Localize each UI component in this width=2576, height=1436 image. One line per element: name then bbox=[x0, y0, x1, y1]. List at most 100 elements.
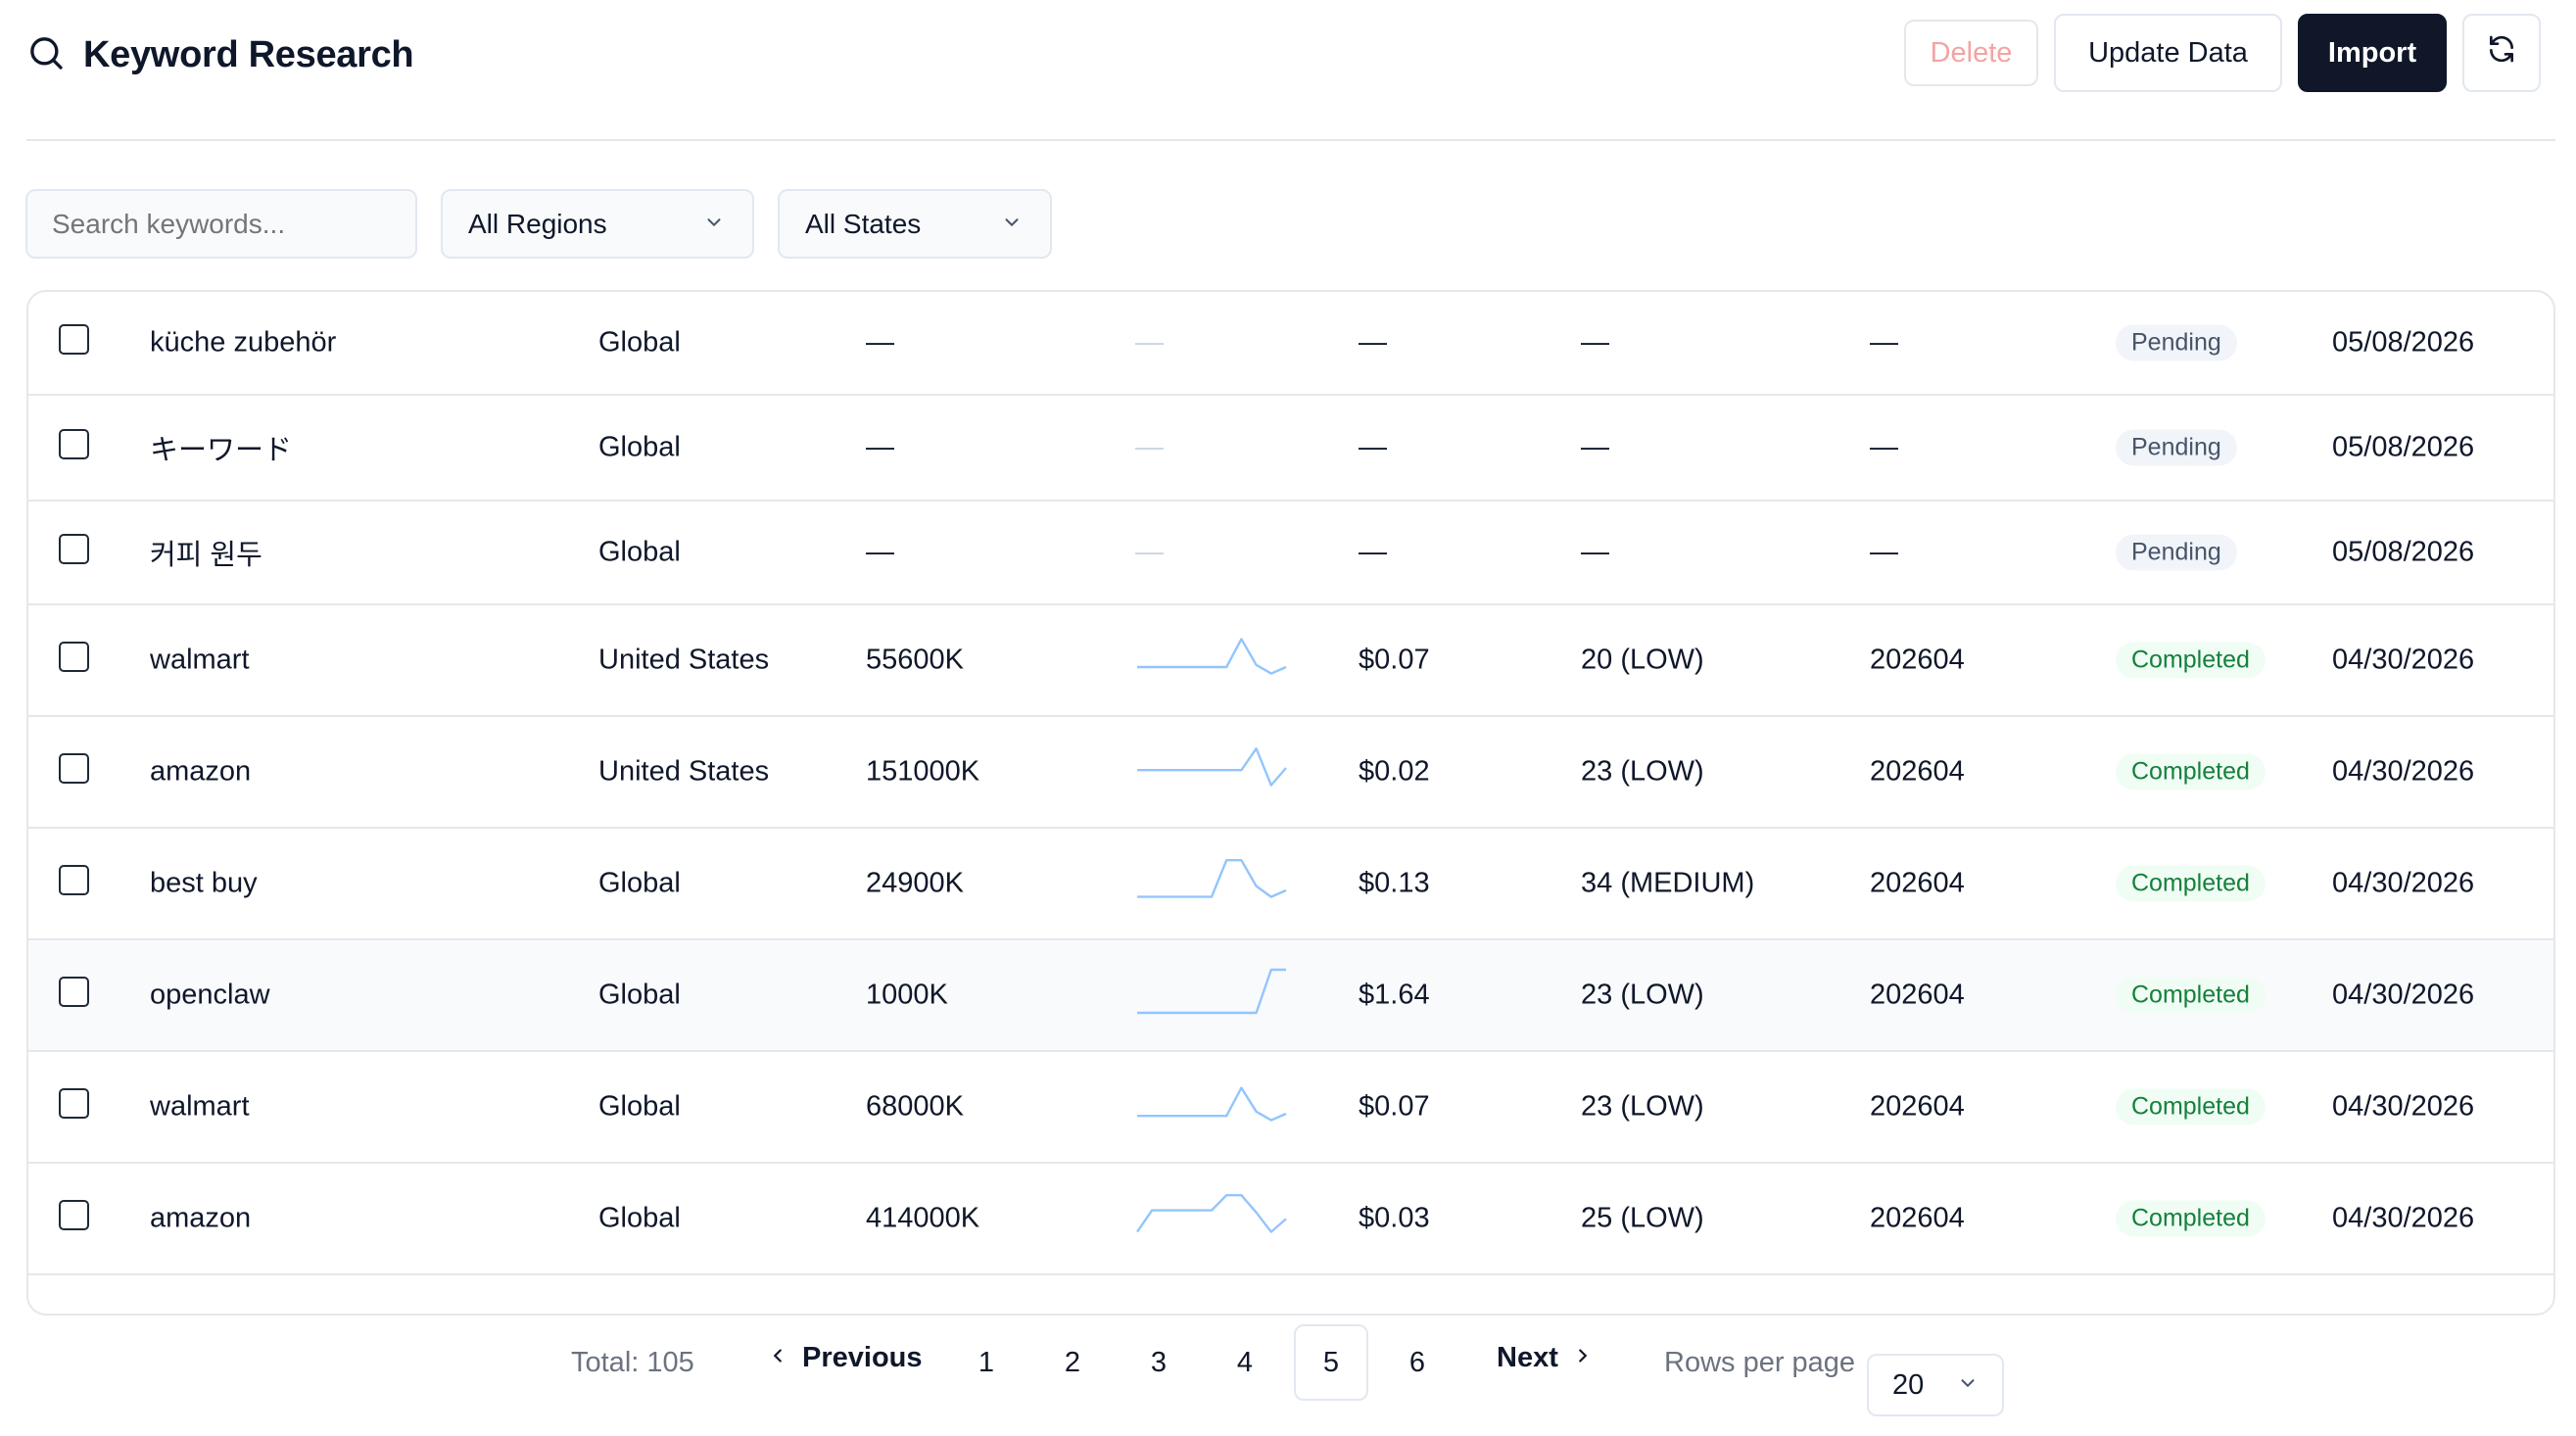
status-cell: Completed bbox=[2116, 1088, 2266, 1125]
page-button-3[interactable]: 3 bbox=[1150, 1346, 1168, 1378]
trend-cell bbox=[1135, 632, 1288, 689]
month-cell: 202604 bbox=[1870, 1090, 1965, 1123]
table-row[interactable]: walmart United States 55600K $0.07 20 (LOW) 2… bbox=[28, 605, 2553, 717]
row-checkbox[interactable] bbox=[59, 1088, 89, 1119]
row-checkbox[interactable] bbox=[59, 1200, 89, 1230]
previous-label: Previous bbox=[802, 1342, 923, 1373]
trend-line bbox=[1137, 1086, 1287, 1122]
table-row[interactable]: 커피 원두 Global — — — — 05/08/2026 — Pending bbox=[28, 502, 2553, 605]
row-checkbox[interactable] bbox=[59, 865, 89, 895]
search-icon bbox=[26, 33, 66, 77]
search-volume-cell: 1000K bbox=[866, 979, 948, 1011]
rows-per-page-select[interactable]: 20 bbox=[1867, 1354, 2004, 1416]
region-cell: Global bbox=[598, 1202, 681, 1234]
search-volume-cell: — bbox=[866, 326, 894, 359]
trend-cell: — bbox=[1135, 326, 1164, 359]
region-select[interactable]: All Regions bbox=[441, 189, 754, 259]
trend-sparkline bbox=[1136, 1193, 1287, 1233]
trend-cell bbox=[1135, 967, 1288, 1024]
page-header: Keyword Research bbox=[26, 24, 414, 86]
row-checkbox[interactable] bbox=[59, 429, 89, 459]
month-cell: — bbox=[1870, 431, 1898, 463]
page-button-2[interactable]: 2 bbox=[1064, 1346, 1081, 1378]
cpc-cell: — bbox=[1359, 326, 1387, 359]
search-volume-cell: 24900K bbox=[866, 867, 964, 899]
previous-page-button[interactable]: Previous bbox=[767, 1342, 923, 1374]
update-data-button[interactable]: Update Data bbox=[2054, 14, 2282, 92]
trend-cell: — bbox=[1135, 536, 1164, 568]
competition-cell: — bbox=[1581, 431, 1609, 463]
table-row[interactable]: amazon United States 151000K $0.02 23 (LOW) 2… bbox=[28, 717, 2553, 829]
next-page-button[interactable]: Next bbox=[1497, 1342, 1594, 1374]
competition-cell: 20 (LOW) bbox=[1581, 644, 1704, 676]
search-input[interactable] bbox=[25, 189, 417, 259]
row-checkbox[interactable] bbox=[59, 642, 89, 672]
trend-line bbox=[1137, 746, 1287, 787]
page-button-6[interactable]: 6 bbox=[1408, 1346, 1426, 1378]
trend-cell bbox=[1135, 1078, 1288, 1135]
chevron-right-icon bbox=[1572, 1342, 1594, 1374]
cpc-cell: $0.13 bbox=[1359, 867, 1430, 899]
status-badge: Pending bbox=[2116, 534, 2237, 571]
keyword-cell: walmart bbox=[150, 1090, 250, 1123]
month-cell: — bbox=[1870, 536, 1898, 568]
date-cell: 04/30/2026 bbox=[2332, 979, 2475, 1011]
page-button-1[interactable]: 1 bbox=[978, 1346, 995, 1378]
delete-button[interactable]: Delete bbox=[1904, 20, 2038, 86]
table-row[interactable]: キーワード Global — — — — 05/08/2026 — Pending bbox=[28, 396, 2553, 502]
month-cell: 202604 bbox=[1870, 644, 1965, 676]
search-volume-cell: 414000K bbox=[866, 1202, 980, 1234]
status-badge: Pending bbox=[2116, 429, 2237, 466]
table-row[interactable]: amazon Global 414000K $0.03 25 (LOW) 202604 04… bbox=[28, 1164, 2553, 1275]
trend-sparkline bbox=[1137, 746, 1287, 787]
keyword-cell: amazon bbox=[150, 755, 252, 788]
table-row[interactable]: best buy Global 24900K $0.13 34 (MEDIUM) 2026… bbox=[28, 829, 2553, 940]
refresh-button[interactable] bbox=[2462, 14, 2541, 92]
trend-cell bbox=[1135, 743, 1288, 800]
status-cell: Completed bbox=[2116, 865, 2266, 902]
chevron-down-icon bbox=[703, 209, 725, 240]
chevron-down-icon bbox=[1957, 1369, 1979, 1402]
page-button-4[interactable]: 4 bbox=[1236, 1346, 1254, 1378]
date-cell: 04/30/2026 bbox=[2332, 1202, 2475, 1234]
cpc-cell: $0.02 bbox=[1359, 755, 1430, 788]
month-cell: 202604 bbox=[1870, 979, 1965, 1011]
date-cell: 05/08/2026 bbox=[2332, 326, 2475, 359]
status-badge: Completed bbox=[2116, 753, 2266, 790]
date-cell: 05/08/2026 bbox=[2332, 431, 2475, 463]
trend-sparkline bbox=[1137, 968, 1286, 1015]
table-row[interactable]: walmart Global 68000K $0.07 23 (LOW) 202604 04… bbox=[28, 1052, 2553, 1164]
row-checkbox[interactable] bbox=[59, 977, 89, 1007]
table-row[interactable]: openclaw Global 1000K $1.64 23 (LOW) 202604 04… bbox=[28, 940, 2553, 1052]
status-cell: Pending bbox=[2116, 324, 2237, 361]
cpc-cell: — bbox=[1359, 431, 1387, 463]
date-cell: 04/30/2026 bbox=[2332, 867, 2475, 899]
region-cell: Global bbox=[598, 979, 681, 1011]
row-checkbox[interactable] bbox=[59, 534, 89, 564]
trend-line bbox=[1137, 968, 1286, 1015]
keyword-cell: キーワード bbox=[150, 435, 293, 466]
region-select-value: All Regions bbox=[468, 208, 607, 239]
competition-cell: 23 (LOW) bbox=[1581, 755, 1704, 788]
month-cell: 202604 bbox=[1870, 755, 1965, 788]
next-label: Next bbox=[1497, 1342, 1558, 1373]
page-button-5[interactable]: 5 bbox=[1294, 1324, 1368, 1401]
import-button[interactable]: Import bbox=[2298, 14, 2447, 92]
rows-per-page-label: Rows per page bbox=[1664, 1347, 1856, 1378]
table-row[interactable]: küche zubehör Global — — — — 05/08/2026 — Pendin… bbox=[28, 292, 2553, 396]
month-cell: 202604 bbox=[1870, 1202, 1965, 1234]
keyword-cell: 커피 원두 bbox=[150, 540, 262, 571]
region-cell: Global bbox=[598, 867, 681, 899]
status-cell: Completed bbox=[2116, 977, 2266, 1014]
competition-cell: 34 (MEDIUM) bbox=[1581, 867, 1755, 899]
cpc-cell: $0.07 bbox=[1359, 644, 1430, 676]
status-cell: Completed bbox=[2116, 753, 2266, 790]
date-cell: 04/30/2026 bbox=[2332, 644, 2475, 676]
search-volume-cell: 151000K bbox=[866, 755, 980, 788]
competition-cell: — bbox=[1581, 326, 1609, 359]
trend-cell: — bbox=[1135, 431, 1164, 463]
row-checkbox[interactable] bbox=[59, 324, 89, 355]
trend-line bbox=[1137, 858, 1287, 898]
state-select[interactable]: All States bbox=[778, 189, 1052, 259]
row-checkbox[interactable] bbox=[59, 753, 89, 784]
